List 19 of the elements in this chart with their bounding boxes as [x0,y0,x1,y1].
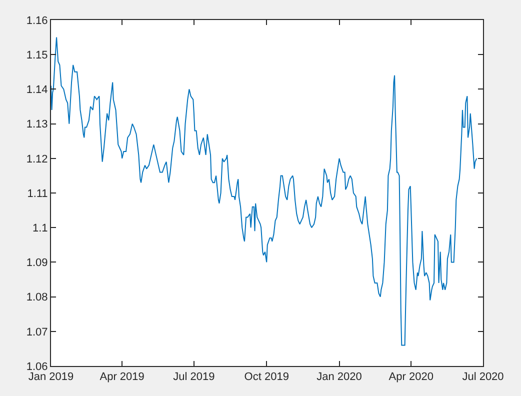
x-tick-label: Jul 2019 [173,371,215,384]
y-tick-label: 1.16 [26,14,48,27]
line-series [51,36,478,346]
y-tick-label: 1.15 [26,49,48,62]
y-tick-label: 1.1 [32,222,48,234]
x-tick-label: Apr 2019 [100,371,144,384]
x-tick-label: Jan 2020 [316,371,362,384]
y-tick-label: 1.14 [26,84,48,96]
y-tick-label: 1.07 [26,326,48,338]
y-tick-label: 1.08 [26,292,48,304]
y-tick-label: 1.13 [26,118,48,131]
y-tick-label: 1.06 [26,360,48,373]
x-tick-label: Jul 2020 [462,371,504,384]
x-tick-label: Oct 2019 [244,371,289,384]
y-tick-label: 1.12 [26,153,48,166]
x-tick-label: Jan 2019 [28,371,74,384]
x-tick-label: Apr 2020 [388,371,434,384]
y-tick-label: 1.09 [26,257,48,270]
y-tick-label: 1.11 [27,188,48,200]
